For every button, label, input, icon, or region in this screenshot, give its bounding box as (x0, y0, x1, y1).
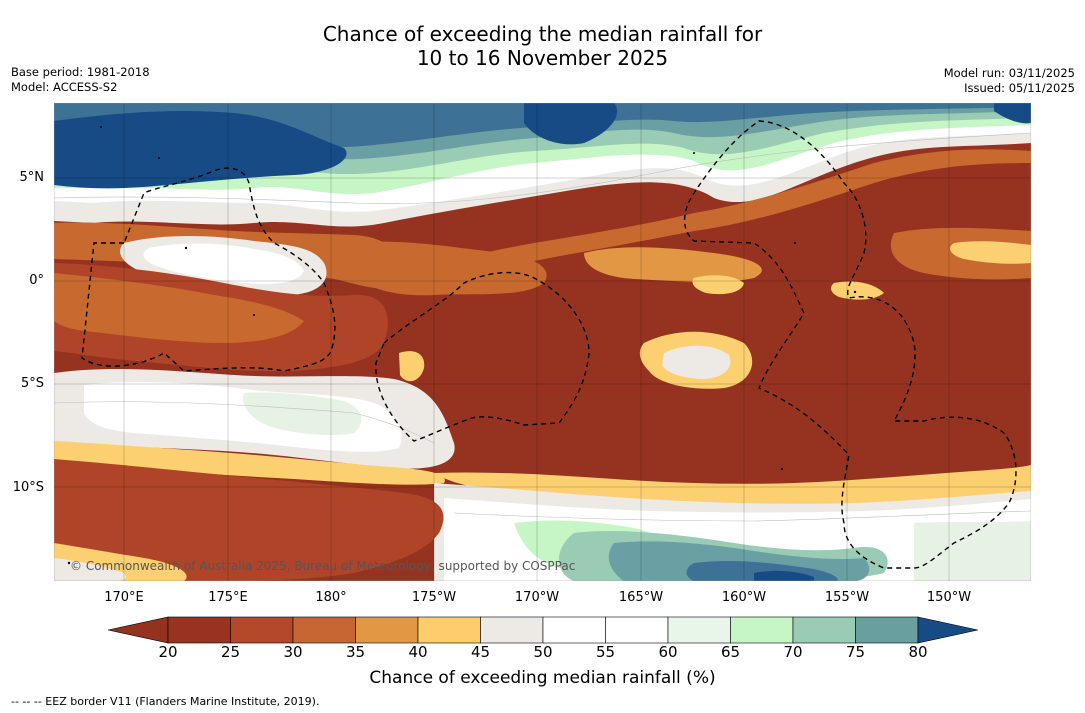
x-tick-175W: 175°W (411, 590, 457, 605)
meta-left: Base period: 1981-2018 Model: ACCESS-S2 (11, 65, 150, 95)
colorbar-tick-label: 55 (595, 643, 616, 661)
x-tick-155W: 155°W (824, 590, 870, 605)
x-tick-165W: 165°W (618, 590, 664, 605)
region-south-yellow-edge (54, 441, 445, 485)
island-dot (793, 241, 797, 245)
colorbar-cell (605, 616, 669, 644)
model-run: Model run: 03/11/2025 (943, 66, 1075, 80)
chart-title: Chance of exceeding the median rainfall … (0, 22, 1085, 70)
model-name: Model: ACCESS-S2 (11, 80, 118, 94)
colorbar-tick-label: 35 (345, 643, 366, 661)
region-west-white-pocket (143, 243, 304, 285)
colorbar (108, 616, 978, 644)
region-central-yellow-2 (399, 351, 425, 382)
region-west-orange (54, 273, 304, 343)
island-dot (184, 246, 188, 250)
colorbar-label: Chance of exceeding median rainfall (%) (369, 668, 716, 688)
rainfall-probability-map (54, 103, 1031, 581)
colorbar-cell (230, 616, 294, 644)
base-period: Base period: 1981-2018 (11, 65, 150, 79)
meta-right: Model run: 03/11/2025 Issued: 05/11/2025 (944, 66, 1075, 96)
map-svg (54, 103, 1031, 581)
region-north-dark-blue-2 (524, 103, 618, 145)
colorbar-tick-label: 65 (720, 643, 741, 661)
colorbar-tick-label: 50 (533, 643, 553, 661)
y-tick-0: 0° (29, 273, 44, 288)
contour-line (54, 132, 1031, 204)
colorbar-cell (480, 616, 544, 644)
contour-line (453, 510, 1031, 522)
island-dot (693, 152, 695, 154)
colorbar-tick-label: 30 (283, 643, 303, 661)
region-central-white-blob (662, 345, 731, 379)
island-dot (853, 290, 857, 294)
colorbar-cell (167, 616, 231, 644)
x-tick-150W: 150°W (926, 590, 972, 605)
colorbar-over-arrow (917, 616, 978, 644)
gridlines (54, 103, 1031, 581)
colorbar-cell (417, 616, 481, 644)
issued-date: Issued: 05/11/2025 (964, 81, 1075, 95)
island-dot (67, 561, 71, 565)
eez-border-phoenix (375, 271, 590, 442)
colorbar-cell (855, 616, 919, 644)
island-dot (253, 314, 255, 316)
x-tick-170W: 170°W (514, 590, 560, 605)
contour-line (54, 401, 435, 444)
region-south-green (243, 392, 362, 436)
colorbar-cell (730, 616, 794, 644)
region-mid-yellow-2 (831, 281, 884, 300)
colorbar-cell (292, 616, 356, 644)
colorbar-tick-label: 75 (845, 643, 866, 661)
colorbar-tick-label: 60 (658, 643, 678, 661)
colorbar-cell (792, 616, 856, 644)
copyright-notice: © Commonwealth of Australia 2025, Bureau… (70, 559, 576, 573)
island-dot (158, 157, 160, 159)
region-central-light-orange (584, 247, 762, 282)
x-tick-160W: 160°W (721, 590, 767, 605)
eez-footnote: -- -- -- EEZ border V11 (Flanders Marine… (11, 695, 320, 708)
colorbar-tick-label: 40 (408, 643, 428, 661)
x-tick-170E: 170°E (104, 590, 144, 605)
title-line-2: 10 to 16 November 2025 (416, 46, 669, 70)
colorbar-under-arrow (108, 616, 169, 644)
colorbar-tick-label: 80 (908, 643, 928, 661)
region-south-west-grey (54, 558, 126, 581)
region-central-orange (354, 241, 547, 296)
x-tick-180: 180° (315, 590, 347, 605)
island-dot (781, 468, 783, 470)
island-dot (100, 126, 102, 128)
region-south-east-green-2 (914, 521, 1031, 581)
colorbar-cell (355, 616, 419, 644)
eez-border-line-islands (683, 120, 1017, 569)
colorbar-tick-label: 25 (220, 643, 241, 661)
region-south-east-dark-blue (754, 570, 814, 581)
colorbar-cells (108, 616, 978, 644)
eez-border-kiribati-gilbert (81, 167, 336, 372)
colorbar-cell (667, 616, 731, 644)
y-tick-5N: 5°N (19, 170, 45, 185)
region-north-dark-blue-3 (994, 103, 1031, 124)
colorbar-cell (542, 616, 606, 644)
colorbar-tick-label: 20 (158, 643, 178, 661)
region-mid-yellow (692, 275, 744, 295)
region-east-yellow (950, 241, 1031, 264)
eez-borders (81, 120, 1017, 569)
title-line-1: Chance of exceeding the median rainfall … (322, 22, 763, 46)
contour-lines (54, 132, 1031, 522)
x-tick-175E: 175°E (208, 590, 248, 605)
region-north-dark-blue (54, 110, 347, 189)
islands (67, 126, 857, 565)
colorbar-tick-label: 70 (783, 643, 803, 661)
colorbar-tick-label: 45 (470, 643, 491, 661)
region-south-west-red (54, 459, 444, 581)
y-tick-5S: 5°S (20, 376, 44, 391)
y-tick-10S: 10°S (12, 480, 44, 495)
